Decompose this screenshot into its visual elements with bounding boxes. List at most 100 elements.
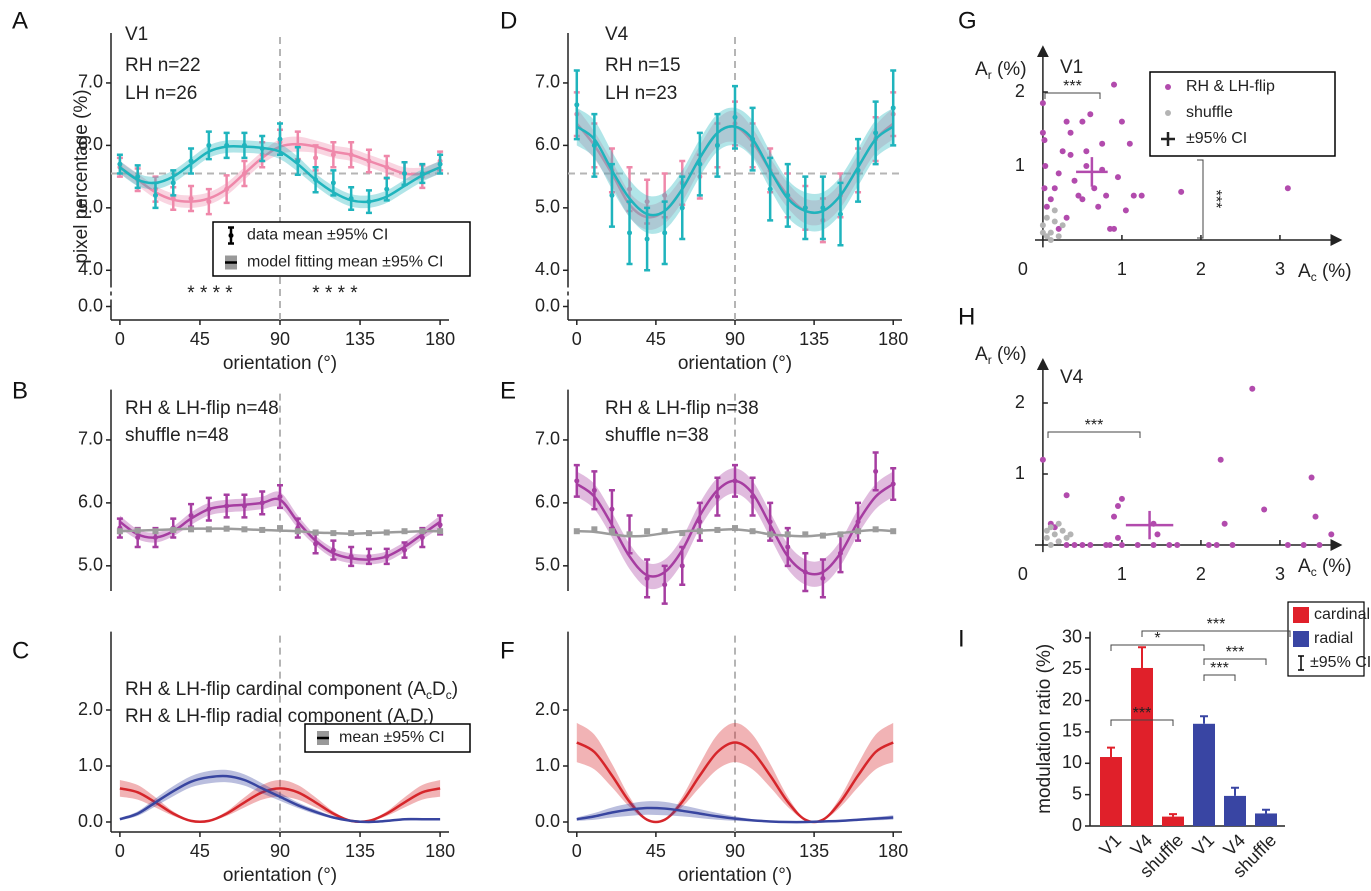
data-point [679,205,685,211]
y-tick-label: 6.0 [535,134,560,154]
ci-band [576,107,894,234]
x-tick-label: 45 [646,329,666,349]
x-tick-label: 90 [725,329,745,349]
legend-label: ±95% CI [1310,654,1371,671]
data-point [1118,542,1125,548]
text-part: D [410,706,424,727]
y-tick-label: 0.0 [535,811,560,831]
data-point [802,569,808,575]
data-point [1103,192,1110,199]
subscript: r [988,353,992,367]
series-label: RH & LH-flip n=38 [605,398,759,419]
data-point [679,563,685,569]
data-point [714,526,721,533]
data-point [241,503,247,509]
subscript: c [426,688,432,702]
subscript: c [446,688,452,702]
data-point [206,199,212,205]
data-point [402,547,408,553]
legend-icon [1165,84,1171,90]
legend-label: radial [1314,630,1353,647]
data-point [1043,527,1050,534]
error-bar [1200,715,1208,724]
bar [1255,813,1277,826]
data-point [330,530,337,537]
data-point [609,506,615,512]
data-point [1166,542,1173,548]
x-tick-label: 2 [1196,564,1206,584]
data-point [644,236,650,242]
significance-bracket [1110,644,1205,651]
legend-label: shuffle [1186,104,1233,121]
panel-letter: G [958,7,977,34]
data-point [1138,192,1145,199]
data-point [1041,137,1048,144]
data-point [1059,148,1066,155]
data-point [644,575,650,581]
data-point [1178,188,1185,195]
data-point [1047,542,1054,548]
data-point [819,532,826,539]
data-point [837,211,843,217]
data-point [644,199,650,205]
data-point [679,530,686,537]
subscript: c [1311,270,1317,284]
fit-line [119,774,441,824]
data-point [366,199,372,205]
subscript: r [988,68,992,82]
data-point [1308,474,1315,481]
y-tick-label: 5.0 [78,197,103,217]
data-point [437,161,443,167]
data-point [1150,542,1157,548]
y-tick-label: 1.0 [535,755,560,775]
x-tick-label: 135 [799,841,829,861]
panel-title: V4 [605,24,629,45]
x-tick-label: V1 [1188,830,1218,860]
data-point [348,530,355,537]
bar [1131,667,1153,826]
data-point [767,519,773,525]
x-tick-label: 0 [572,329,582,349]
text-part: (%) [992,59,1027,80]
error-bar [1231,786,1239,796]
text-part: A [975,59,988,80]
significance-label: *** [1226,644,1245,661]
data-point [313,541,319,547]
data-point [574,478,580,484]
data-point [1043,203,1050,210]
data-point [1059,527,1066,534]
data-point [419,170,425,176]
legend-label: RH & LH-flip [1186,78,1275,95]
legend-label: cardinal [1314,606,1370,623]
data-point [1063,492,1070,499]
x-tick-label: 135 [345,841,375,861]
y-tick-label: 5.0 [535,555,560,575]
data-point [1118,118,1125,125]
data-point [241,526,248,533]
data-point [1042,163,1049,169]
significance-label: *** [1085,417,1104,434]
data-point [1047,229,1054,236]
data-point [890,105,896,111]
data-point [277,525,283,532]
y-tick-label: 2.0 [78,699,103,719]
data-point [627,186,633,192]
data-point [1051,531,1058,538]
fit-line [576,741,894,824]
significance-label: *** [1207,616,1226,633]
data-point [820,575,826,581]
ci-band [576,801,894,823]
y-tick-label: 30 [1062,627,1082,647]
x-tick-label: 1 [1117,564,1127,584]
significance-label: *** [1207,190,1224,209]
data-point [1154,531,1161,538]
data-point [206,142,212,148]
data-point [419,535,425,541]
data-point [1249,385,1256,392]
data-point [1039,100,1046,107]
text-part: (%) [992,344,1027,365]
x-tick-label: 180 [425,329,455,349]
data-point [714,494,720,500]
data-point [1051,185,1058,192]
significance-bracket [1110,719,1174,726]
